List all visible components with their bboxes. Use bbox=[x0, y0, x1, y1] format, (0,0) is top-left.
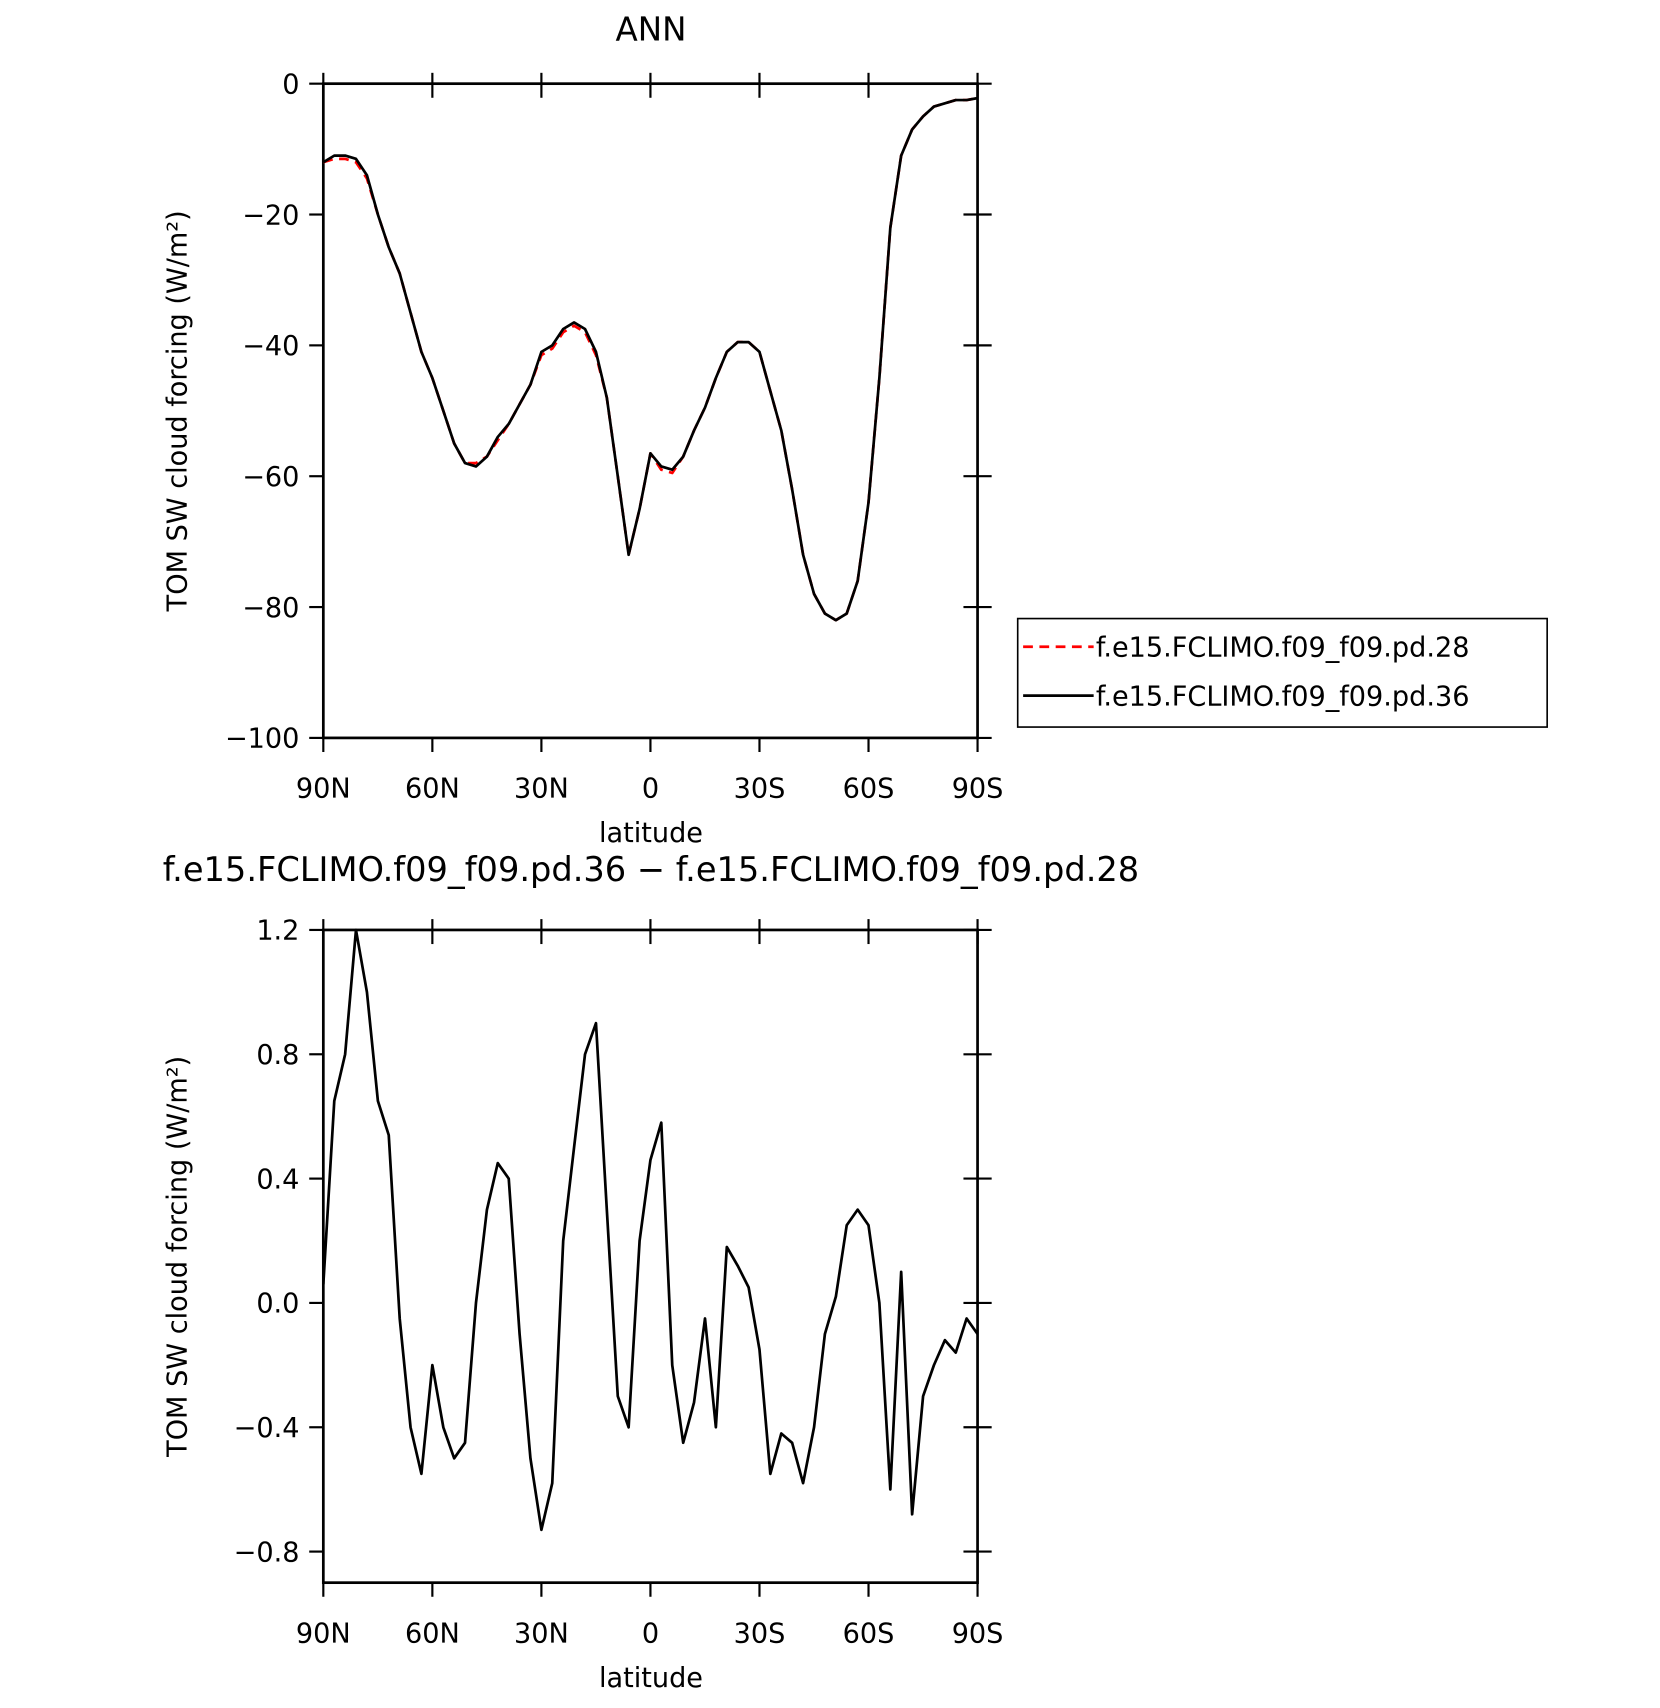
x-tick-label: 0 bbox=[642, 774, 659, 805]
y-tick-label: 0.8 bbox=[256, 1040, 299, 1071]
x-tick-label: 30S bbox=[734, 1618, 786, 1649]
y-axis-label: TOM SW cloud forcing (W/m²) bbox=[163, 1056, 194, 1458]
data-line bbox=[321, 928, 979, 1532]
x-axis-label: latitude bbox=[599, 818, 703, 849]
legend-label: f.e15.FCLIMO.f09_f09.pd.28 bbox=[1096, 633, 1470, 664]
y-tick-label: −40 bbox=[242, 331, 299, 362]
y-tick-label: 1.2 bbox=[256, 916, 299, 947]
x-tick-label: 0 bbox=[642, 1618, 659, 1649]
legend-label: f.e15.FCLIMO.f09_f09.pd.36 bbox=[1096, 681, 1470, 712]
y-tick-label: 0 bbox=[282, 69, 299, 100]
plot-frame bbox=[321, 928, 979, 1585]
x-tick-label: 30S bbox=[734, 774, 786, 805]
y-tick-label: −0.4 bbox=[234, 1413, 300, 1444]
x-tick-label: 30N bbox=[514, 1618, 569, 1649]
x-axis-label: latitude bbox=[599, 1663, 703, 1694]
y-tick-label: −0.8 bbox=[234, 1537, 300, 1568]
y-tick-label: −100 bbox=[225, 724, 299, 755]
legend-box bbox=[1016, 617, 1548, 728]
data-line bbox=[322, 96, 978, 622]
y-tick-label: −20 bbox=[242, 200, 299, 231]
y-axis-label: TOM SW cloud forcing (W/m²) bbox=[163, 210, 194, 612]
y-tick-label: 0.0 bbox=[256, 1289, 299, 1320]
x-tick-label: 90N bbox=[296, 774, 351, 805]
legend: f.e15.FCLIMO.f09_f09.pd.28 f.e15.FCLIMO.f… bbox=[1016, 617, 1548, 728]
plot-frame bbox=[321, 82, 979, 740]
x-tick-label: 30N bbox=[514, 774, 569, 805]
x-tick-label: 90S bbox=[952, 1618, 1004, 1649]
x-tick-label: 90N bbox=[296, 1618, 351, 1649]
y-tick-label: −80 bbox=[242, 593, 299, 624]
x-tick-label: 60S bbox=[843, 774, 895, 805]
x-tick-label: 60S bbox=[843, 1618, 895, 1649]
chart-title: ANN bbox=[616, 10, 687, 48]
x-tick-label: 60N bbox=[405, 774, 460, 805]
chart-title: f.e15.FCLIMO.f09_f09.pd.36 − f.e15.FCLIM… bbox=[163, 850, 1139, 889]
x-tick-label: 60N bbox=[405, 1618, 460, 1649]
y-tick-label: −60 bbox=[242, 462, 299, 493]
y-tick-label: 0.4 bbox=[256, 1164, 299, 1195]
x-tick-label: 90S bbox=[952, 774, 1004, 805]
